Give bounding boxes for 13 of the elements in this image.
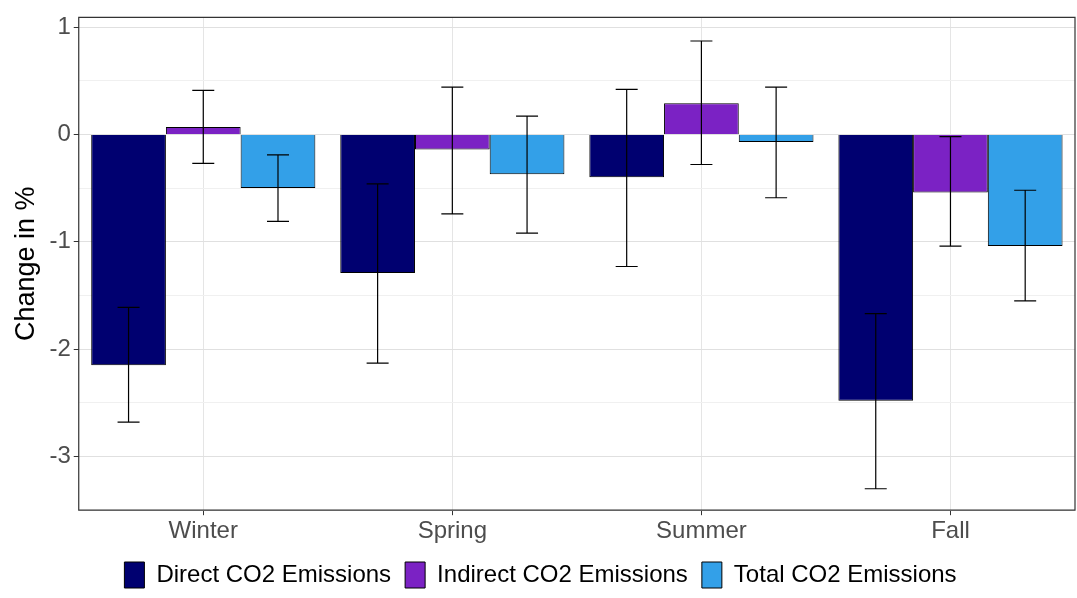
y-tick-label: -1 — [49, 226, 71, 254]
y-axis-title: Change in % — [9, 186, 40, 342]
legend-label: Indirect CO2 Emissions — [437, 559, 688, 587]
legend-label: Direct CO2 Emissions — [156, 559, 392, 587]
x-tick-label: Spring — [417, 516, 488, 544]
legend-label: Total CO2 Emissions — [733, 559, 957, 587]
y-tick-label: 1 — [57, 11, 71, 39]
x-tick-label: Fall — [931, 516, 970, 544]
x-tick-label: Summer — [656, 516, 747, 544]
y-tick-label: -3 — [49, 441, 71, 469]
y-tick-label: -2 — [49, 333, 71, 361]
y-tick-label: 0 — [57, 119, 71, 147]
x-tick-label: Winter — [168, 516, 238, 544]
